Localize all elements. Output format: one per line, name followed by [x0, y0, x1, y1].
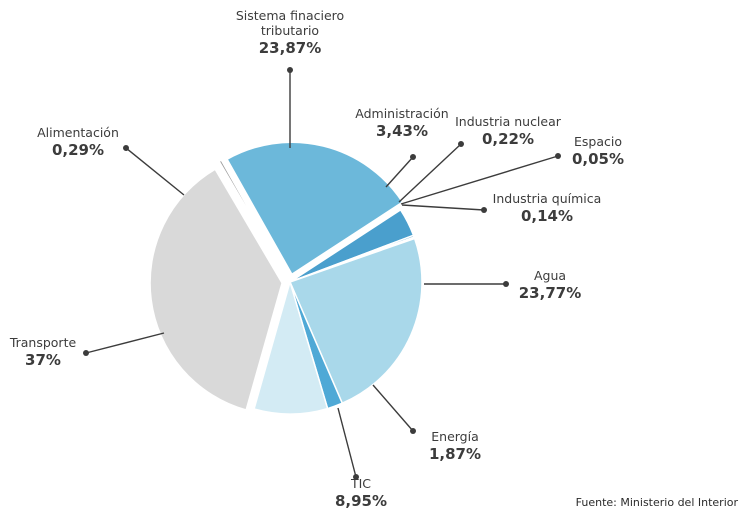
slice-value-energia: 1,87%	[429, 445, 481, 463]
leader-dot-nuclear	[458, 141, 464, 147]
leader-line-transporte	[85, 332, 165, 354]
slice-name-nuclear: Industria nuclear	[455, 114, 562, 129]
slice-name-quimica: Industria química	[493, 191, 602, 206]
pie-slice-alimentacion	[218, 159, 287, 276]
slice-name-transporte: Transporte	[9, 335, 77, 350]
source-note: Fuente: Ministerio del Interior	[575, 496, 738, 509]
leader-lines	[83, 67, 561, 480]
slice-value-tic: 8,95%	[335, 492, 387, 510]
leader-dot-alimentacion	[123, 145, 129, 151]
slice-value-nuclear: 0,22%	[482, 130, 534, 148]
slice-name-espacio: Espacio	[574, 134, 622, 149]
leader-dot-sistema	[287, 67, 293, 73]
slice-value-quimica: 0,14%	[521, 207, 573, 225]
leader-dot-agua	[503, 281, 509, 287]
slice-value-agua: 23,77%	[519, 284, 581, 302]
leader-line-alimentacion	[125, 147, 185, 196]
leader-dot-espacio	[555, 153, 561, 159]
slice-name-administracion: Administración	[355, 106, 448, 121]
leader-dot-quimica	[481, 207, 487, 213]
slice-name-tic: TIC	[350, 476, 371, 491]
pie-slice-agua	[288, 237, 423, 405]
slice-name-alimentacion: Alimentación	[37, 125, 119, 140]
leader-line-nuclear	[398, 143, 462, 203]
slice-name-sistema: Sistema finaciero	[236, 8, 344, 23]
leader-dot-transporte	[83, 350, 89, 356]
leader-line-administracion	[385, 156, 414, 188]
pie-slice-sistema	[226, 141, 404, 276]
pie-slice-transporte	[149, 168, 283, 411]
leader-dot-tic	[353, 474, 359, 480]
leader-dot-energia	[410, 428, 416, 434]
leader-line-quimica	[401, 204, 485, 211]
slice-value-transporte: 37%	[25, 351, 61, 369]
slice-value-sistema: 23,87%	[259, 39, 321, 57]
slice-name-energia: Energía	[431, 429, 479, 444]
leader-line-espacio	[400, 155, 559, 205]
pie-slices	[149, 141, 423, 415]
slice-name-agua: Agua	[534, 268, 566, 283]
leader-line-tic	[337, 407, 357, 478]
slice-value-alimentacion: 0,29%	[52, 141, 104, 159]
slice-value-espacio: 0,05%	[572, 150, 624, 168]
leader-dot-administracion	[410, 154, 416, 160]
leader-line-energia	[372, 384, 414, 432]
pie-slice-tic	[253, 279, 329, 415]
slice-value-administracion: 3,43%	[376, 122, 428, 140]
slice-name-sistema: tributario	[261, 23, 319, 38]
